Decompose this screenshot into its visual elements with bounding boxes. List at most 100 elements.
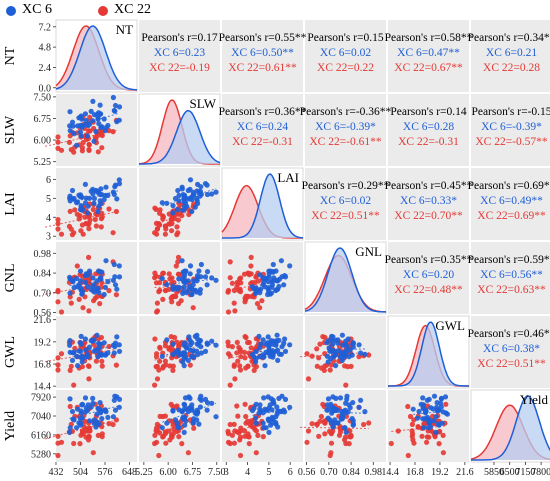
point-NT-GNL-xc6-8 <box>67 274 73 280</box>
point-LAI-GNL-xc6-22 <box>278 258 284 264</box>
point-GWL-Yield-xc6-47 <box>438 395 445 401</box>
point-GNL-Yield-xc22-16 <box>336 432 343 438</box>
point-NT-GNL-xc6-13 <box>77 268 84 274</box>
point-NT-GWL-xc6-44 <box>96 345 102 351</box>
point-NT-GNL-xc6-49 <box>83 271 89 277</box>
point-NT-Yield-xc22-24 <box>77 441 83 447</box>
point-NT-Yield-xc6-11 <box>116 404 122 410</box>
legend-label-xc22: XC 22 <box>114 2 151 17</box>
point-NT-GNL-xc22-31 <box>58 309 65 315</box>
corr-xc22-NT-LAI: XC 22=0.61** <box>228 62 297 74</box>
point-LAI-GWL-xc22-36 <box>238 354 244 360</box>
point-SLW-Yield-xc22-39 <box>185 450 191 456</box>
point-NT-SLW-xc6-6 <box>67 128 73 134</box>
point-GNL-Yield-xc6-39 <box>344 393 350 399</box>
point-SLW-GWL-xc22-32 <box>187 362 193 368</box>
point-NT-SLW-xc6-10 <box>74 142 80 148</box>
point-GWL-Yield-xc22-13 <box>440 432 446 438</box>
point-GWL-Yield-xc6-10 <box>420 425 427 431</box>
point-NT-GNL-xc6-47 <box>90 283 96 290</box>
point-SLW-LAI-xc6-5 <box>164 200 170 206</box>
point-LAI-GNL-xc22-48 <box>238 275 244 281</box>
point-NT-LAI-xc6-35 <box>82 181 88 187</box>
point-NT-SLW-xc6-29 <box>114 119 120 125</box>
regression-LAI-GNL-xc22 <box>227 283 264 291</box>
point-SLW-LAI-xc6-22 <box>179 184 185 190</box>
xtick-label-NT-3: 648 <box>122 467 137 478</box>
point-SLW-Yield-xc6-47 <box>187 395 193 401</box>
point-LAI-Yield-xc22-44 <box>237 452 244 459</box>
corr-overall-NT-LAI: Pearson's r=0.55** <box>219 32 307 44</box>
corr-xc6-SLW-Yield: XC 6=-0.39* <box>481 121 542 133</box>
point-NT-GNL-xc6-36 <box>116 274 123 280</box>
point-LAI-GNL-xc22-34 <box>225 289 231 295</box>
point-NT-GWL-xc22-3 <box>99 358 105 364</box>
point-SLW-LAI-xc6-1 <box>189 208 195 215</box>
point-SLW-GNL-xc6-49 <box>187 271 193 277</box>
point-NT-GWL-xc6-34 <box>96 340 102 347</box>
point-GNL-Yield-xc6-38 <box>343 410 349 416</box>
point-GWL-Yield-xc6-8 <box>433 429 439 435</box>
point-LAI-GWL-xc22-25 <box>231 362 237 368</box>
point-SLW-GNL-xc22-48 <box>169 275 175 281</box>
point-SLW-LAI-xc22-13 <box>152 205 158 211</box>
point-SLW-Yield-xc6-8 <box>181 429 187 435</box>
point-SLW-Yield-xc6-42 <box>181 416 187 422</box>
point-SLW-GNL-xc22-29 <box>160 296 166 302</box>
point-SLW-GNL-xc6-34 <box>196 268 202 274</box>
xtick-label-NT-1: 504 <box>73 467 88 478</box>
point-NT-GNL-xc6-9 <box>77 278 84 284</box>
point-GWL-Yield-xc6-32 <box>433 414 439 420</box>
diag-label-LAI: LAI <box>277 170 299 185</box>
point-LAI-Yield-xc22-16 <box>229 432 235 438</box>
point-NT-Yield-xc6-40 <box>79 415 85 421</box>
point-SLW-Yield-xc22-47 <box>166 428 172 434</box>
point-LAI-GWL-xc22-0 <box>227 382 233 388</box>
corr-xc6-NT-Yield: XC 6=0.21 <box>486 47 537 59</box>
point-NT-Yield-xc6-49 <box>83 405 89 411</box>
point-LAI-Yield-xc6-47 <box>276 395 282 401</box>
regression-NT-GWL-xc6 <box>69 345 120 353</box>
ytick-label-NT-0: 0.0 <box>39 83 52 94</box>
diag-label-Yield: Yield <box>520 392 549 407</box>
corr-overall-NT-GWL: Pearson's r=0.58** <box>385 32 473 44</box>
point-NT-GWL-xc6-29 <box>114 334 120 340</box>
corr-xc6-NT-GWL: XC 6=0.47** <box>397 47 460 59</box>
point-NT-LAI-xc6-29 <box>114 196 120 202</box>
point-NT-GNL-xc6-7 <box>90 275 96 281</box>
xtick-label-GWL-3: 21.6 <box>456 467 474 478</box>
point-NT-GWL-xc22-19 <box>86 376 92 382</box>
density-line-Yield-xc6 <box>471 395 550 461</box>
regression-GWL-Yield-xc22 <box>391 425 446 432</box>
point-NT-SLW-xc6-7 <box>90 98 96 104</box>
point-SLW-LAI-xc6-7 <box>209 191 215 197</box>
point-GWL-Yield-xc22-25 <box>411 440 417 446</box>
point-LAI-GWL-xc22-40 <box>243 334 249 341</box>
point-GNL-Yield-xc22-24 <box>346 441 352 447</box>
ytick-label-GNL-3: 0.98 <box>34 249 52 260</box>
point-LAI-Yield-xc22-29 <box>243 413 249 420</box>
point-GNL-Yield-xc22-29 <box>318 413 324 420</box>
point-NT-LAI-xc22-48 <box>83 220 89 227</box>
point-LAI-Yield-xc6-8 <box>266 429 272 435</box>
point-LAI-GNL-xc22-12 <box>257 305 263 311</box>
point-NT-Yield-xc22-46 <box>99 434 105 440</box>
point-NT-Yield-xc6-10 <box>74 425 80 431</box>
panel-NT-Yield <box>471 20 550 92</box>
ytick-label-GNL-2: 0.84 <box>34 269 52 280</box>
density-fill-NT-xc6 <box>56 26 137 90</box>
point-LAI-Yield-xc6-10 <box>261 425 267 431</box>
point-GNL-Yield-xc22-17 <box>320 401 326 407</box>
point-NT-LAI-xc6-39 <box>112 184 118 190</box>
point-LAI-GWL-xc22-9 <box>234 339 240 345</box>
point-NT-Yield-xc6-6 <box>67 425 73 431</box>
point-NT-Yield-xc6-31 <box>75 406 81 412</box>
point-LAI-GNL-xc22-19 <box>232 308 238 314</box>
point-SLW-Yield-xc22-24 <box>179 441 185 447</box>
diag-label-GNL: GNL <box>355 244 382 259</box>
point-LAI-GNL-xc6-4 <box>281 282 287 288</box>
legend-label-xc6: XC 6 <box>22 2 52 17</box>
ytick-label-GNL-0: 0.56 <box>34 308 52 319</box>
point-NT-LAI-xc22-40 <box>98 216 104 222</box>
point-NT-GNL-xc6-4 <box>112 282 119 288</box>
